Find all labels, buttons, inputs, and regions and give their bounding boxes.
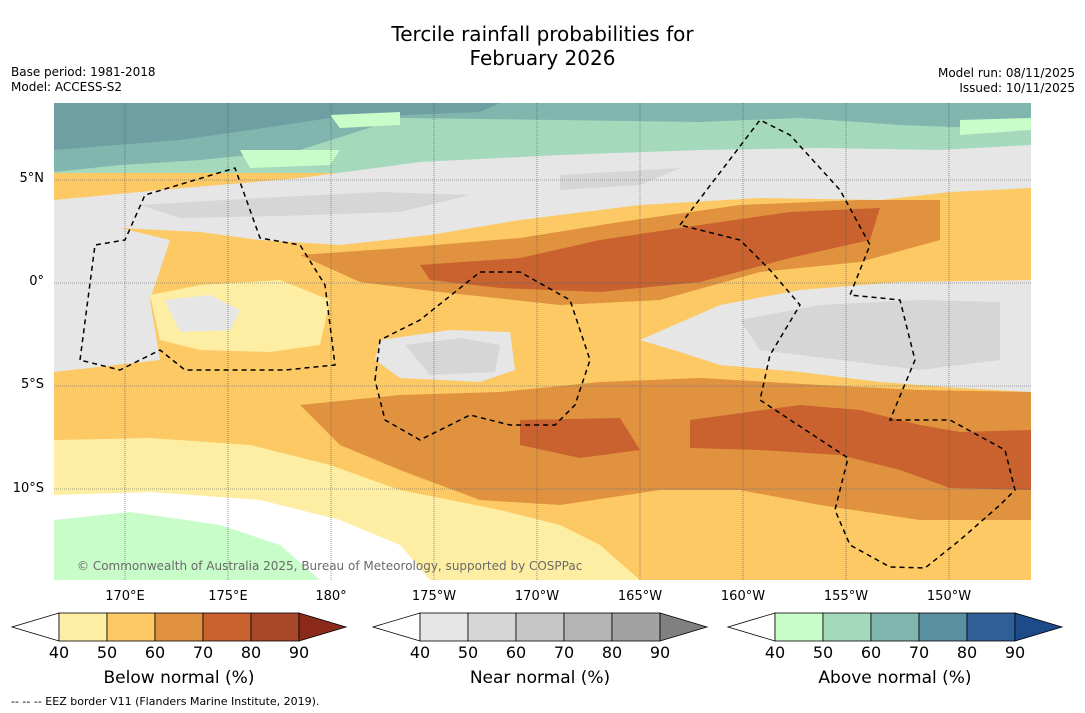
cb-below-tick-80: 80 [240, 643, 262, 662]
cb-above-tick-80: 80 [956, 643, 978, 662]
cb-below-tick-70: 70 [192, 643, 214, 662]
lon-label-180: 180° [315, 589, 347, 604]
cb-above-40-50 [774, 612, 824, 642]
above-40-patches [240, 112, 1031, 168]
cb-above-70-80 [918, 612, 968, 642]
map-credit: © Commonwealth of Australia 2025, Bureau… [77, 559, 583, 573]
lon-label-170w: 170°W [514, 589, 560, 604]
above-40-southwest [54, 512, 320, 580]
lon-label-160w: 160°W [720, 589, 766, 604]
near-normal-west [54, 228, 170, 372]
below-70-north [420, 208, 880, 292]
colorbar-near [371, 612, 709, 642]
lon-label-155w: 155°W [823, 589, 869, 604]
cb-above-title: Above normal (%) [818, 668, 972, 688]
lon-label-165w: 165°W [617, 589, 663, 604]
cb-near-tick-90: 90 [649, 643, 671, 662]
cb-near-tick-60: 60 [505, 643, 527, 662]
cb-above-tick-50: 50 [812, 643, 834, 662]
cb-below-50-60 [106, 612, 156, 642]
lat-label-5n: 5°N [19, 171, 45, 186]
rainfall-probability-field [54, 103, 1031, 580]
near-normal-east-50 [740, 300, 1000, 370]
model-run: Model run: 08/11/2025 [937, 66, 1075, 80]
cb-above-50-60 [822, 612, 872, 642]
cb-above-60-70 [870, 612, 920, 642]
near-normal-north-50 [140, 168, 680, 218]
cb-below-tick-50: 50 [96, 643, 118, 662]
cb-below-title: Below normal (%) [103, 668, 255, 688]
cb-below-80-90 [250, 612, 300, 642]
title-line-1: Tercile rainfall probabilities for [391, 22, 694, 46]
cb-above-80-90 [966, 612, 1016, 642]
meta-left: Base period: 1981-2018 Model: ACCESS-S2 [11, 65, 156, 95]
lon-label-150w: 150°W [926, 589, 972, 604]
eez-border-central [374, 271, 591, 441]
near-normal-central-50 [405, 338, 500, 375]
cb-near-tick-70: 70 [553, 643, 575, 662]
cb-near-max-arrow [659, 612, 709, 642]
cb-above-tick-60: 60 [860, 643, 882, 662]
cb-above-min-arrow [726, 612, 776, 642]
near-normal-north [54, 145, 1031, 245]
chart-title: Tercile rainfall probabilities for Febru… [0, 22, 1085, 70]
cb-above-tick-70: 70 [908, 643, 930, 662]
eez-footer-note: -- -- -- EEZ border V11 (Flanders Marine… [11, 695, 320, 708]
base-period: Base period: 1981-2018 [11, 65, 156, 79]
cb-near-40-50 [419, 612, 469, 642]
lon-label-170e: 170°E [105, 589, 145, 604]
colorbar-below [10, 612, 348, 642]
meta-right: Model run: 08/11/2025 Issued: 10/11/2025 [938, 66, 1075, 96]
cb-below-tick-90: 90 [288, 643, 310, 662]
cb-below-tick-40: 40 [48, 643, 70, 662]
cb-below-max-arrow [298, 612, 348, 642]
cb-near-tick-80: 80 [601, 643, 623, 662]
cb-near-80-90 [611, 612, 661, 642]
cb-near-60-70 [515, 612, 565, 642]
issued-date: Issued: 10/11/2025 [959, 81, 1075, 95]
lat-label-10s: 10°S [12, 481, 44, 496]
lat-label-0: 0° [29, 274, 44, 289]
lat-label-5s: 5°S [20, 377, 44, 392]
cb-near-50-60 [467, 612, 517, 642]
model-name: Model: ACCESS-S2 [11, 80, 123, 94]
cb-below-min-arrow [10, 612, 60, 642]
cb-below-tick-60: 60 [144, 643, 166, 662]
cb-near-tick-50: 50 [457, 643, 479, 662]
cb-below-70-80 [202, 612, 252, 642]
cb-above-tick-40: 40 [764, 643, 786, 662]
near-normal-west-patch [165, 295, 240, 332]
cb-near-tick-40: 40 [409, 643, 431, 662]
graticule [54, 103, 1031, 580]
cb-near-title: Near normal (%) [469, 668, 611, 688]
cb-above-max-arrow [1014, 612, 1064, 642]
title-line-2: February 2026 [469, 46, 616, 70]
cb-below-40-50 [58, 612, 108, 642]
cb-near-min-arrow [371, 612, 421, 642]
lon-label-175e: 175°E [208, 589, 248, 604]
cb-near-70-80 [563, 612, 613, 642]
eez-borders [79, 119, 1016, 569]
colorbar-above [726, 612, 1064, 642]
cb-above-tick-90: 90 [1004, 643, 1026, 662]
eez-border-west [79, 167, 336, 371]
lon-label-175w: 175°W [411, 589, 457, 604]
cb-below-60-70 [154, 612, 204, 642]
below-70-south [520, 405, 1031, 490]
